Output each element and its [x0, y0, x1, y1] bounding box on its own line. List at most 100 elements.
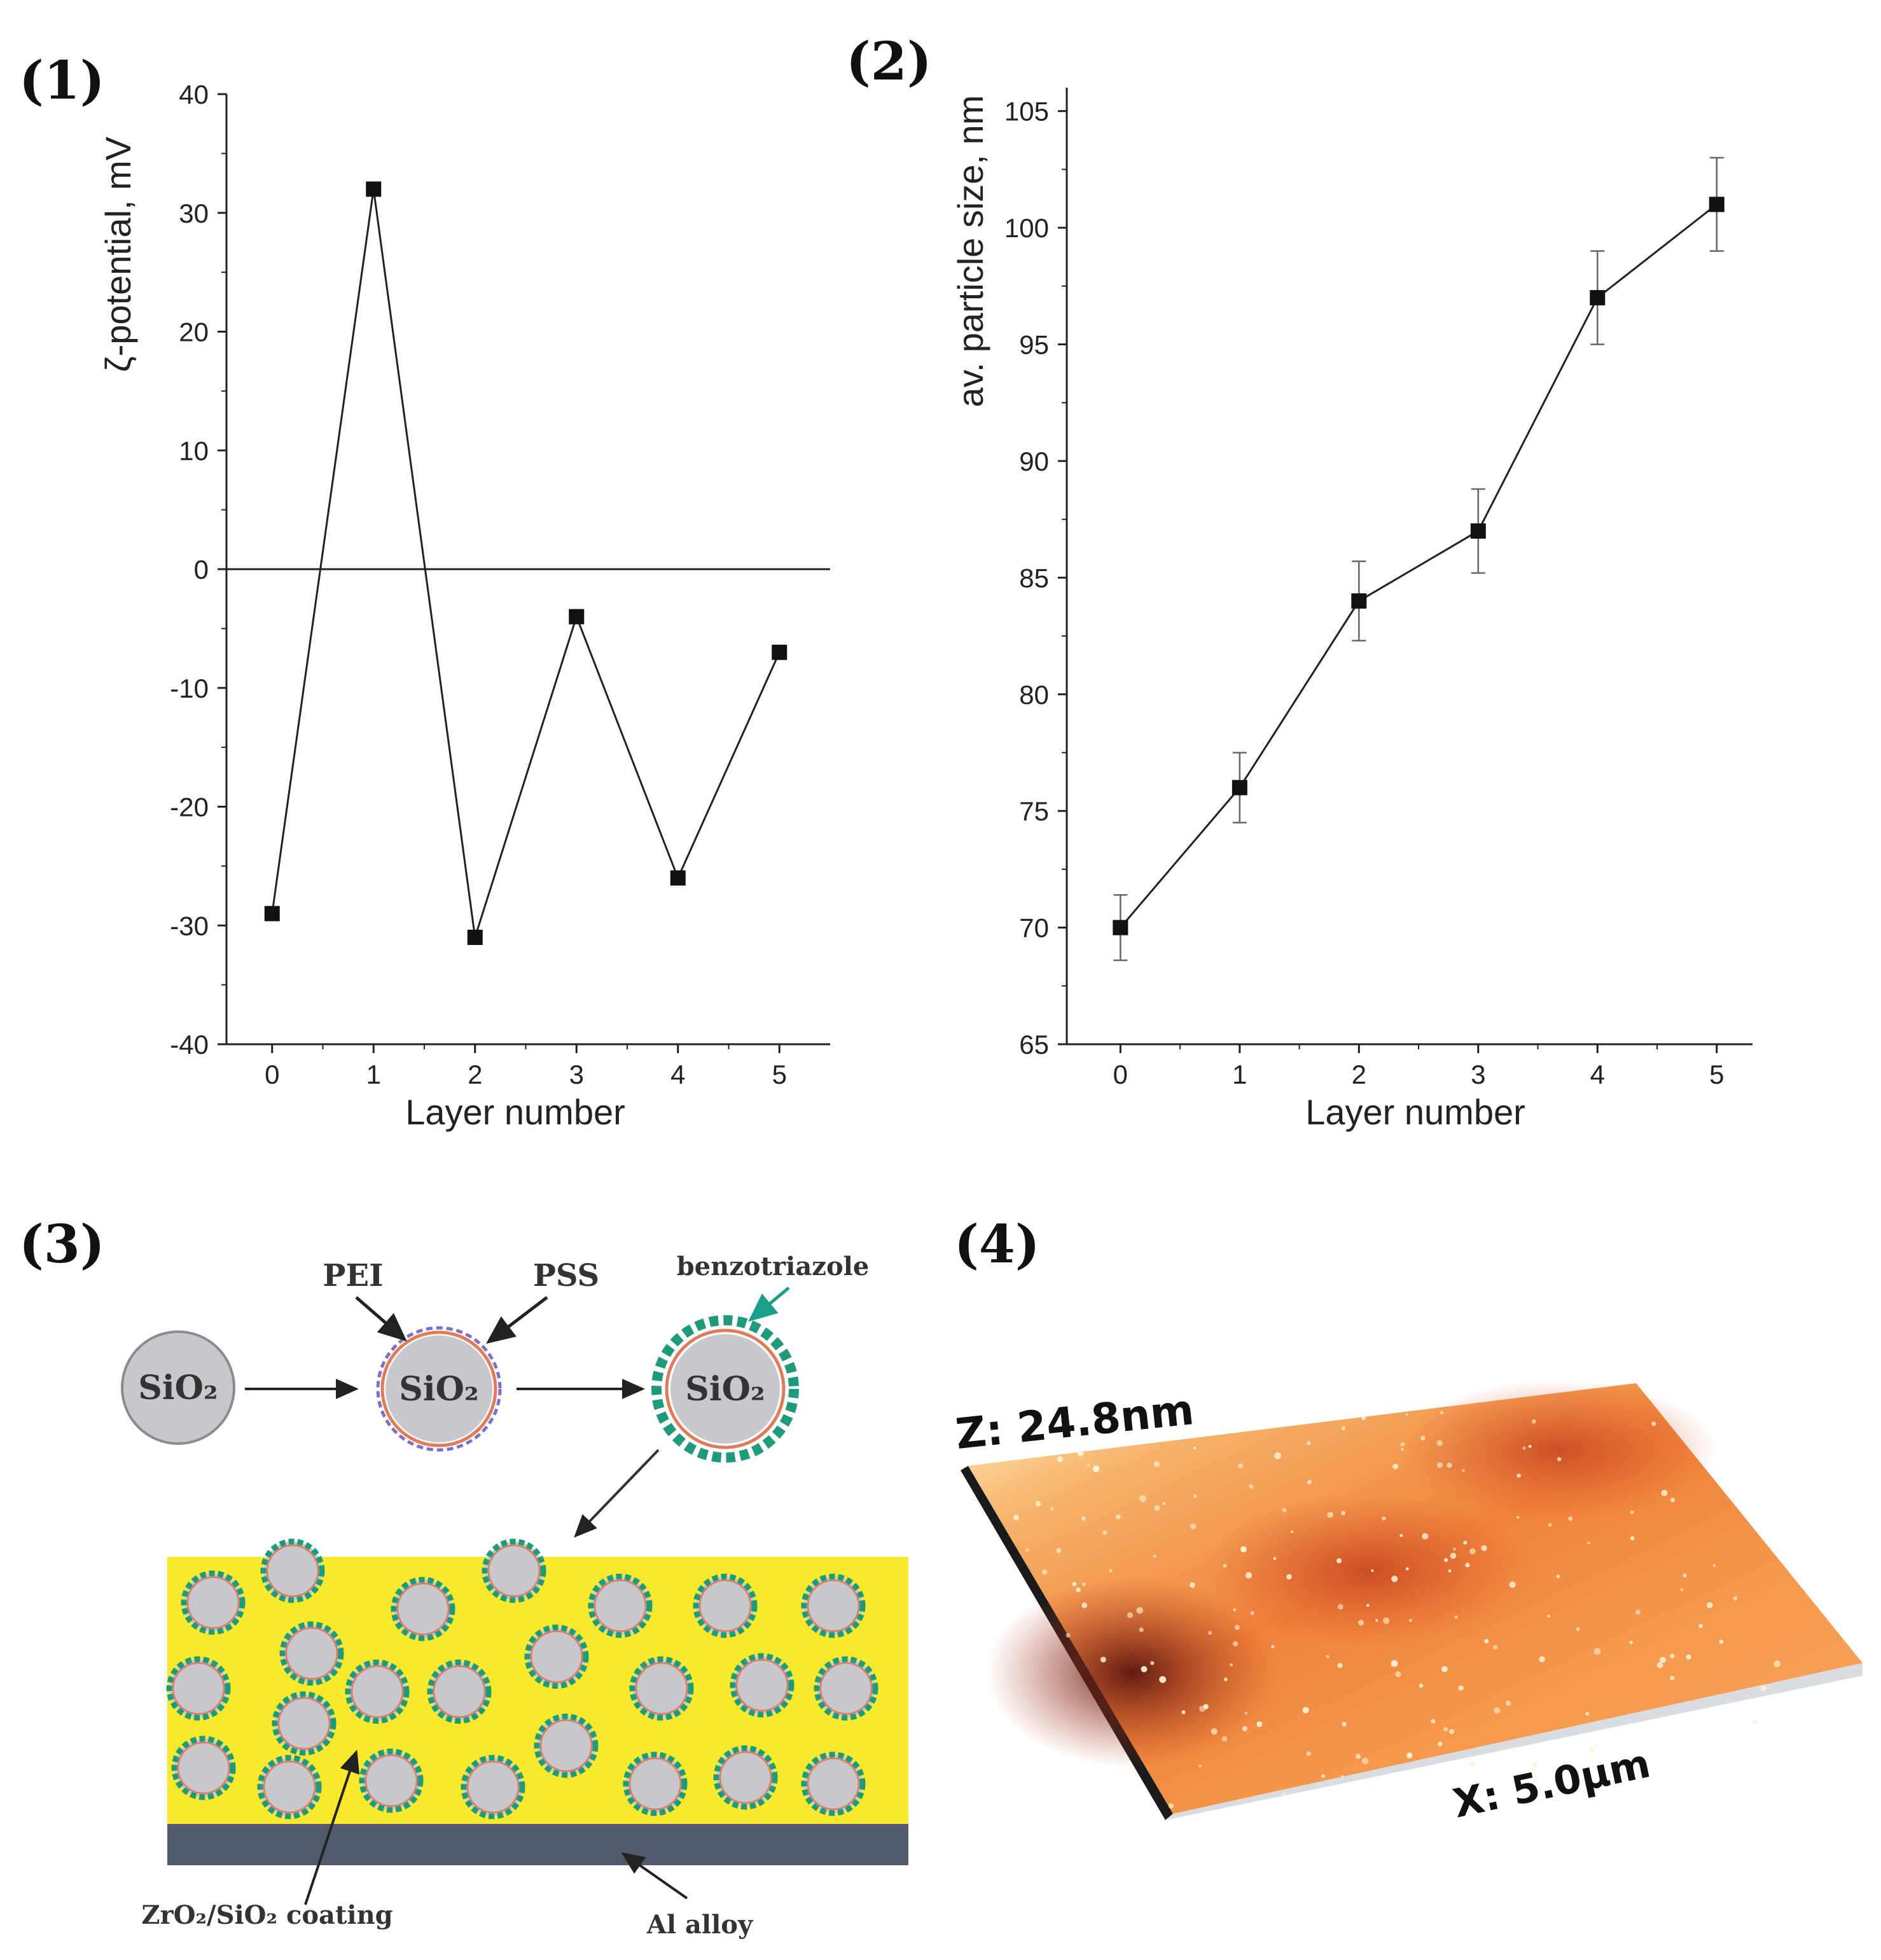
pss-arrow [486, 1296, 548, 1344]
afm-particle-dot [1548, 1522, 1552, 1527]
afm-particle-dot [1153, 1461, 1160, 1467]
afm-particle-dot [1494, 1707, 1501, 1714]
afm-particle-dot [1233, 1608, 1237, 1611]
nanocontainer-shell [819, 1662, 873, 1715]
al-alloy-label: Al alloy [646, 1910, 754, 1940]
afm-particle-dot [1492, 1645, 1498, 1650]
afm-particle-dot [1082, 1582, 1086, 1586]
embedded-nanocontainer [171, 1736, 236, 1800]
nanocontainer-shell [539, 1719, 593, 1772]
afm-particle-dot [1420, 1435, 1426, 1441]
embedded-nanocontainer [693, 1573, 758, 1638]
embedded-nanocontainer [801, 1573, 866, 1638]
afm-particle-dot [1139, 1495, 1146, 1502]
afm-particle-dot [1422, 1533, 1429, 1540]
nanocontainer-shell [807, 1757, 860, 1811]
afm-particle-dot [1361, 1416, 1366, 1420]
y-tick-label: 75 [1019, 796, 1049, 826]
afm-particle-dot [1092, 1465, 1100, 1472]
loaded-sio2-label: SiO₂ [685, 1370, 765, 1409]
y-tick-label: 20 [179, 317, 209, 347]
x-tick-label: 4 [1590, 1059, 1605, 1089]
embedded-nanocontainer [461, 1755, 525, 1819]
particle-size-chart: 105 100 95 90 85 80 75 70 65 0 1 2 3 4 5 Layer number av… [950, 88, 1753, 1132]
embedded-nanocontainer [257, 1755, 322, 1819]
y-tick-label: 0 [194, 555, 209, 584]
x-tick-label: 2 [468, 1059, 482, 1089]
x-tick-label: 5 [1709, 1059, 1724, 1089]
afm-particle-dot [1406, 1752, 1413, 1759]
afm-particle-dot [1250, 1611, 1254, 1615]
x-tick-label: 3 [1471, 1059, 1485, 1089]
afm-particle-dot [1203, 1704, 1209, 1709]
afm-particle-dot [1670, 1676, 1675, 1681]
afm-particle-dot [1013, 1514, 1019, 1521]
afm-particle-dot [1760, 1685, 1766, 1692]
afm-particle-dot [1341, 1510, 1346, 1515]
afm-particle-dot [1361, 1757, 1369, 1765]
afm-particle-dot [1557, 1457, 1562, 1461]
afm-particle-dot [1651, 1421, 1656, 1426]
afm-particle-dot [1399, 1534, 1403, 1538]
afm-particle-dot [1629, 1641, 1633, 1645]
afm-particle-dot [1517, 1473, 1521, 1478]
afm-particle-dot [1127, 1612, 1133, 1618]
afm-particle-dot [1719, 1639, 1724, 1645]
afm-particle-dot [1223, 1563, 1227, 1568]
nanocontainer-shell [735, 1659, 789, 1712]
embedded-nanocontainer [713, 1745, 778, 1810]
nanocontainer-shell [186, 1576, 240, 1629]
pei-layer [380, 1330, 497, 1447]
afm-front-edge [1165, 1663, 1863, 1820]
benzotriazole-arrow [748, 1287, 790, 1322]
afm-particle-dot [1337, 1662, 1343, 1668]
afm-particle-dot [1238, 1463, 1244, 1468]
x-tick-label: 0 [265, 1059, 279, 1089]
afm-particle-dot [1698, 1624, 1703, 1629]
afm-particle-dot [1589, 1746, 1595, 1753]
data-point [1709, 197, 1725, 212]
lbl-assembly-diagram: SiO₂ SiO₂ PEI PSS SiO₂ benzotriazole ZrO… [121, 1252, 908, 1940]
x-tick-label: 1 [366, 1059, 381, 1089]
afm-particle-dot [1669, 1653, 1675, 1659]
afm-particle-dot [1661, 1489, 1668, 1496]
afm-particle-dot [1193, 1446, 1197, 1450]
y-tick-label: 40 [179, 79, 209, 109]
afm-particle-dot [1181, 1710, 1186, 1715]
nanocontainer-shell [487, 1544, 541, 1598]
afm-particle-dot [1431, 1719, 1436, 1724]
afm-particle-dot [1401, 1447, 1404, 1451]
afm-particle-dot [1242, 1726, 1247, 1732]
afm-particle-dot [1109, 1569, 1113, 1573]
x-tick-label: 2 [1352, 1059, 1366, 1089]
afm-particle-dot [1680, 1588, 1684, 1591]
afm-particle-dot [1753, 1720, 1757, 1725]
y-tick-label: 10 [179, 436, 209, 466]
afm-particle-dot [1447, 1463, 1452, 1468]
afm-particle-dot [1593, 1648, 1601, 1655]
panel-label-4: (4) [954, 1214, 1040, 1275]
embedded-nanocontainer [524, 1624, 589, 1689]
afm-particle-dot [1463, 1540, 1468, 1545]
coated-sio2-label: SiO₂ [399, 1370, 478, 1409]
afm-particle-dot [1302, 1707, 1309, 1714]
afm-particle-dot [1159, 1676, 1167, 1683]
afm-particle-dot [1076, 1587, 1081, 1592]
zeta-potential-chart: 40 30 20 10 0 -10 -20 -30 -40 0 1 2 3 4 5 Layer number ζ… [98, 79, 830, 1132]
embedded-nanocontainer [629, 1656, 694, 1721]
afm-particle-dot [1077, 1450, 1084, 1456]
panel-label-1: (1) [19, 50, 105, 111]
y-tick-label: 100 [1004, 213, 1049, 243]
data-point [264, 906, 280, 921]
y-tick-label: -40 [170, 1030, 209, 1059]
afm-particle-dot [1086, 1463, 1090, 1467]
afm-particle-dot [1382, 1516, 1386, 1521]
afm-particle-dot [1307, 1441, 1311, 1446]
afm-particle-dot [1282, 1508, 1287, 1512]
afm-particle-dot [1436, 1440, 1443, 1446]
afm-particle-dot [1139, 1627, 1144, 1632]
y-tick-label: 85 [1019, 563, 1049, 593]
afm-particle-dot [1635, 1610, 1641, 1615]
afm-particle-dot [1221, 1736, 1228, 1742]
data-point [1590, 290, 1606, 306]
